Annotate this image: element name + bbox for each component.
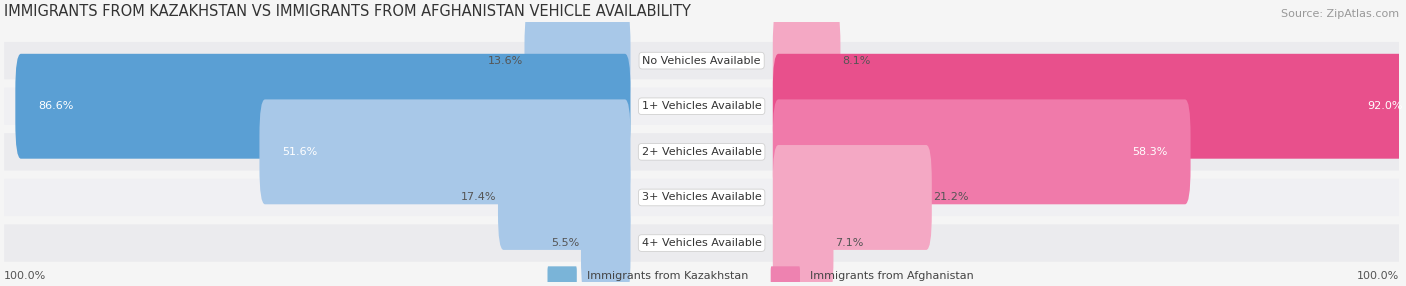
FancyBboxPatch shape <box>773 8 841 113</box>
FancyBboxPatch shape <box>773 145 932 250</box>
Text: 2+ Vehicles Available: 2+ Vehicles Available <box>641 147 762 157</box>
FancyBboxPatch shape <box>4 88 1399 125</box>
Text: 3+ Vehicles Available: 3+ Vehicles Available <box>641 192 762 202</box>
FancyBboxPatch shape <box>260 100 630 204</box>
Text: 21.2%: 21.2% <box>934 192 969 202</box>
Text: 100.0%: 100.0% <box>1357 271 1399 281</box>
Text: 92.0%: 92.0% <box>1367 101 1403 111</box>
Text: 86.6%: 86.6% <box>38 101 73 111</box>
FancyBboxPatch shape <box>4 179 1399 216</box>
FancyBboxPatch shape <box>773 54 1406 159</box>
FancyBboxPatch shape <box>15 54 630 159</box>
Text: No Vehicles Available: No Vehicles Available <box>643 56 761 66</box>
FancyBboxPatch shape <box>4 42 1399 79</box>
FancyBboxPatch shape <box>773 190 834 286</box>
Text: 13.6%: 13.6% <box>488 56 523 66</box>
Text: Immigrants from Afghanistan: Immigrants from Afghanistan <box>810 271 973 281</box>
Text: 8.1%: 8.1% <box>842 56 870 66</box>
FancyBboxPatch shape <box>773 100 1191 204</box>
FancyBboxPatch shape <box>4 225 1399 262</box>
Text: Source: ZipAtlas.com: Source: ZipAtlas.com <box>1281 9 1399 19</box>
Text: 1+ Vehicles Available: 1+ Vehicles Available <box>641 101 762 111</box>
FancyBboxPatch shape <box>547 266 576 285</box>
FancyBboxPatch shape <box>770 266 800 285</box>
Text: 17.4%: 17.4% <box>461 192 496 202</box>
Text: IMMIGRANTS FROM KAZAKHSTAN VS IMMIGRANTS FROM AFGHANISTAN VEHICLE AVAILABILITY: IMMIGRANTS FROM KAZAKHSTAN VS IMMIGRANTS… <box>4 4 690 19</box>
Text: 7.1%: 7.1% <box>835 238 863 248</box>
FancyBboxPatch shape <box>498 145 630 250</box>
FancyBboxPatch shape <box>524 8 630 113</box>
Text: 5.5%: 5.5% <box>551 238 579 248</box>
FancyBboxPatch shape <box>581 190 630 286</box>
Text: 100.0%: 100.0% <box>4 271 46 281</box>
Text: 58.3%: 58.3% <box>1132 147 1167 157</box>
Text: Immigrants from Kazakhstan: Immigrants from Kazakhstan <box>586 271 748 281</box>
Text: 51.6%: 51.6% <box>283 147 318 157</box>
Text: 4+ Vehicles Available: 4+ Vehicles Available <box>641 238 762 248</box>
FancyBboxPatch shape <box>4 133 1399 170</box>
